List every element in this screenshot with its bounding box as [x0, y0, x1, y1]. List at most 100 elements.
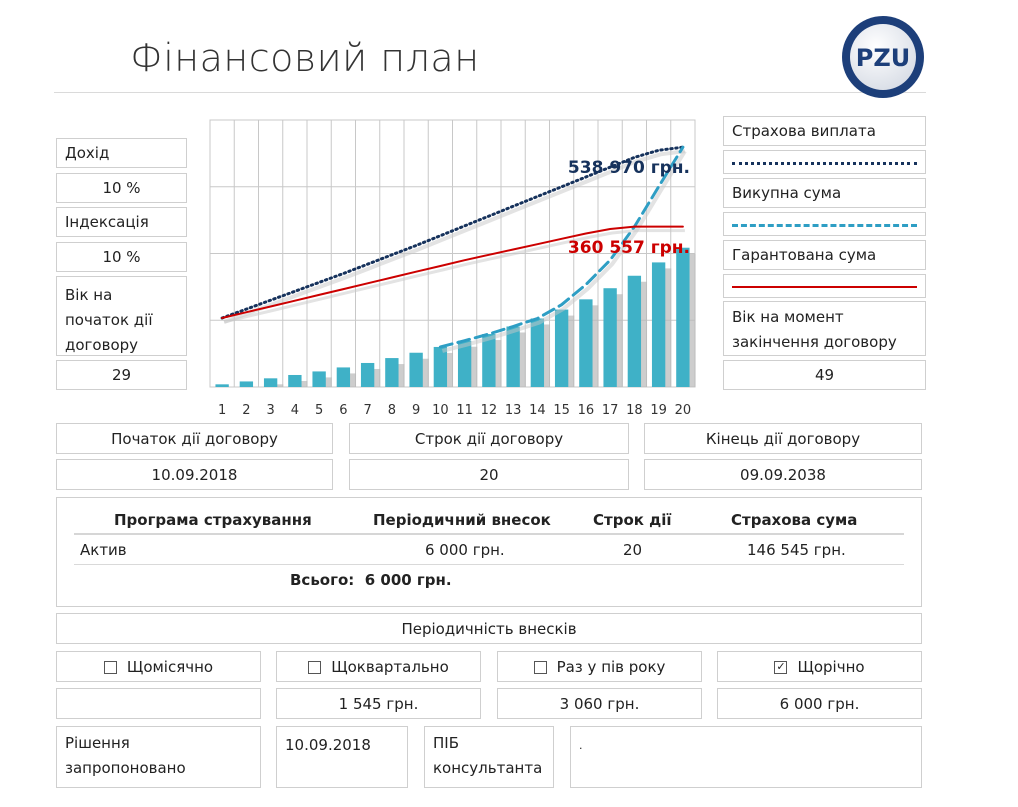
x-tick-label: 19: [650, 403, 667, 418]
th-periodic-payment: Періодичний внесок: [373, 511, 551, 529]
chart-x-ticks: 1 2 3 4 5 6 7 8 9 10 11 12 13 14 15 16 17 18 19 20: [218, 403, 691, 418]
start-age-label: Вік на початок дії договору: [56, 276, 187, 356]
guaranteed-sum-line-shadow: [223, 229, 685, 324]
monthly-checkbox[interactable]: [103, 661, 117, 674]
contract-term-value: 20: [349, 459, 629, 490]
bar: [239, 381, 254, 387]
td-sum-insured: 146 545 грн.: [747, 541, 846, 559]
semiannual-checkbox[interactable]: [533, 661, 547, 674]
amount-annual: 6 000 грн.: [717, 688, 922, 719]
indexation-value: 10 %: [56, 242, 187, 272]
contract-start-label: Початок дії договору: [56, 423, 333, 454]
bar: [627, 275, 642, 387]
x-tick-label: 7: [363, 403, 371, 418]
x-tick-label: 17: [602, 403, 619, 418]
x-tick-label: 14: [529, 403, 546, 418]
legend-insurance-swatch: [723, 150, 926, 174]
option-annual[interactable]: ✓ Щорічно: [717, 651, 922, 682]
bar: [579, 299, 593, 387]
guaranteed-sum-line: [221, 225, 684, 319]
periodicity-title: Періодичність внесків: [56, 613, 922, 644]
x-tick-label: 16: [578, 403, 595, 418]
x-tick-label: 1: [218, 403, 226, 418]
pzu-logo: PZU: [842, 16, 924, 98]
th-term: Строк дії: [593, 511, 672, 529]
annotation-label: 360 557 грн.: [568, 238, 690, 258]
bar: [676, 247, 690, 387]
x-tick-label: 15: [553, 403, 570, 418]
td-periodic-payment: 6 000 грн.: [425, 541, 505, 559]
x-tick-label: 13: [505, 403, 522, 418]
option-semiannual-label: Раз у пів року: [556, 657, 666, 676]
bar: [385, 358, 399, 387]
page-title: Фінансовий план: [130, 36, 480, 80]
td-program: Актив: [80, 541, 127, 559]
x-tick-label: 6: [339, 403, 347, 418]
option-quarterly[interactable]: Щоквартально: [276, 651, 481, 682]
th-sum-insured: Страхова сума: [731, 511, 858, 529]
annual-checkbox[interactable]: ✓: [774, 660, 788, 674]
chart-annotations: 538 970 грн. 360 557 грн.: [568, 158, 690, 258]
bar: [263, 378, 278, 387]
option-monthly[interactable]: Щомісячно: [56, 651, 261, 682]
income-label: Дохід: [56, 138, 187, 168]
amount-monthly: [56, 688, 261, 719]
financial-plan-chart: 1 2 3 4 5 6 7 8 9 10 11 12 13 14 15 16 17 18 19 20 538 970 …: [209, 119, 696, 418]
chart-bars: [215, 247, 696, 387]
legend-surrender-label: Викупна сума: [723, 178, 926, 208]
amount-semiannual: 3 060 грн.: [497, 688, 702, 719]
decision-label: Рішення запропоновано: [56, 726, 261, 788]
contract-start-value: 10.09.2018: [56, 459, 333, 490]
bar: [215, 384, 229, 387]
x-tick-label: 3: [266, 403, 274, 418]
x-tick-label: 11: [456, 403, 473, 418]
x-tick-label: 12: [481, 403, 498, 418]
income-value: 10 %: [56, 173, 187, 203]
surrender-value-line: [438, 145, 685, 349]
table-total-label: Всього:: [290, 571, 355, 589]
bar: [530, 318, 545, 387]
bar: [506, 326, 520, 387]
amount-quarterly: 1 545 грн.: [276, 688, 481, 719]
program-table: [56, 497, 922, 607]
decision-date: 10.09.2018: [276, 726, 408, 788]
x-tick-label: 9: [412, 403, 420, 418]
x-tick-label: 2: [242, 403, 250, 418]
option-monthly-label: Щомісячно: [126, 657, 214, 676]
bar: [433, 346, 448, 387]
start-age-value: 29: [56, 360, 187, 390]
surrender-value-line-shadow: [441, 150, 687, 353]
consultant-name: .: [570, 726, 922, 788]
chart-lines: [220, 145, 687, 353]
option-quarterly-label: Щоквартально: [331, 657, 449, 676]
indexation-label: Індексація: [56, 207, 187, 237]
end-age-value: 49: [723, 360, 926, 390]
bar: [336, 367, 351, 387]
bar: [288, 374, 302, 387]
legend-insurance-label: Страхова виплата: [723, 116, 926, 146]
legend-surrender-swatch: [723, 212, 926, 236]
legend-guaranteed-swatch: [723, 274, 926, 298]
consultant-label: ПІБ консультанта: [424, 726, 554, 788]
quarterly-checkbox[interactable]: [308, 661, 322, 674]
x-tick-label: 5: [315, 403, 323, 418]
contract-end-value: 09.09.2038: [644, 459, 922, 490]
insurance-payment-line: [220, 145, 685, 320]
bar: [360, 362, 375, 387]
contract-term-label: Строк дії договору: [349, 423, 629, 454]
insurance-payment-line-shadow: [223, 149, 686, 324]
end-age-label: Вік на момент закінчення договору: [723, 301, 926, 356]
table-header-divider: [74, 533, 904, 535]
th-program: Програма страхування: [114, 511, 312, 529]
bar: [651, 262, 666, 387]
logo-text: PZU: [856, 44, 910, 72]
option-semiannual[interactable]: Раз у пів року: [497, 651, 702, 682]
x-tick-label: 20: [675, 403, 692, 418]
annotation-label: 538 970 грн.: [568, 158, 690, 178]
x-tick-label: 4: [291, 403, 299, 418]
bar: [554, 309, 569, 387]
table-total: Всього: 6 000 грн.: [290, 571, 452, 589]
x-tick-label: 8: [388, 403, 396, 418]
bar: [603, 288, 617, 387]
option-annual-label: Щорічно: [797, 657, 865, 676]
